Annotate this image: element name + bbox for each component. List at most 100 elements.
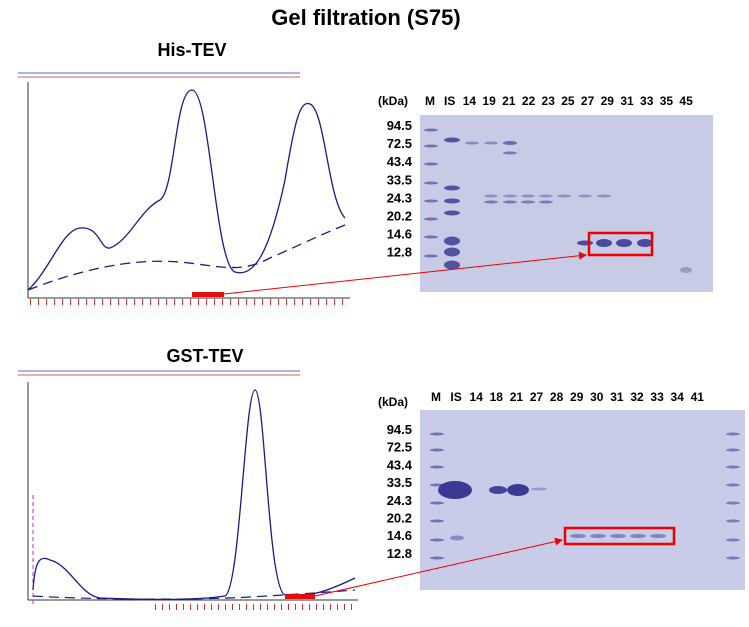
band: [680, 267, 692, 273]
band: [484, 194, 498, 198]
marker-label: 24.3: [387, 190, 412, 205]
chromatogram: [18, 370, 358, 610]
marker-label: 72.5: [387, 440, 412, 455]
marker-label: 20.2: [387, 511, 412, 526]
lane-label: 34: [671, 390, 685, 404]
band: [578, 194, 592, 198]
marker-label: 24.3: [387, 493, 412, 508]
lane-label: 25: [561, 94, 575, 108]
band: [521, 200, 535, 204]
band: [539, 200, 553, 204]
marker-label: 94.5: [387, 422, 412, 437]
band: [726, 483, 740, 487]
lane-label: IS: [450, 390, 461, 404]
band: [521, 194, 535, 198]
band: [424, 162, 438, 166]
band: [484, 141, 498, 145]
lane-label: IS: [444, 94, 455, 108]
band: [503, 141, 517, 145]
band: [726, 465, 740, 469]
band: [597, 194, 611, 198]
lane-label: 27: [530, 390, 544, 404]
lane-label: 29: [570, 390, 584, 404]
gel-bands: [424, 128, 740, 560]
lane-label: 31: [620, 94, 634, 108]
band: [489, 486, 507, 494]
lane-label: 31: [610, 390, 624, 404]
highlight-box: [563, 526, 676, 546]
unit-label: (kDa): [378, 94, 408, 108]
band: [444, 260, 460, 270]
marker-label: 94.5: [387, 118, 412, 133]
band: [577, 240, 593, 246]
band: [444, 137, 460, 143]
marker-label: 43.4: [387, 154, 413, 169]
band: [610, 534, 626, 538]
lane-label: 33: [640, 94, 654, 108]
lane-label: 32: [630, 390, 644, 404]
band: [726, 519, 740, 523]
arrow: [314, 537, 563, 597]
band: [503, 151, 517, 155]
band: [444, 236, 460, 246]
lane-label: 14: [470, 390, 484, 404]
marker-label: 20.2: [387, 209, 412, 224]
chromatogram: [18, 72, 350, 305]
highlight-box: [587, 231, 654, 257]
band: [557, 194, 571, 198]
band: [503, 200, 517, 204]
band: [424, 217, 438, 221]
band: [726, 538, 740, 542]
lane-label: 30: [590, 390, 604, 404]
marker-label: 43.4: [387, 457, 413, 472]
band: [539, 194, 553, 198]
band: [484, 200, 498, 204]
band: [424, 181, 438, 185]
marker-label: 33.5: [387, 475, 412, 490]
band: [596, 239, 612, 247]
band: [424, 199, 438, 203]
band: [430, 501, 444, 505]
lane-label: 23: [542, 94, 556, 108]
figure-title: Gel filtration (S75): [271, 5, 460, 30]
band: [570, 534, 586, 538]
marker-label: 14.6: [387, 528, 412, 543]
band: [430, 556, 444, 560]
band: [465, 141, 479, 145]
lane-label: 14: [463, 94, 477, 108]
lane-label: 45: [679, 94, 693, 108]
band: [444, 210, 460, 216]
marker-label: 33.5: [387, 172, 412, 187]
lane-label: 21: [510, 390, 524, 404]
band: [424, 254, 438, 258]
band: [726, 501, 740, 505]
band: [424, 144, 438, 148]
band: [590, 534, 606, 538]
band: [637, 239, 653, 247]
panel-title: GST-TEV: [166, 346, 243, 366]
band: [438, 481, 472, 499]
marker-label: 12.8: [387, 245, 412, 260]
band: [726, 448, 740, 452]
lane-label: 27: [581, 94, 595, 108]
band: [430, 538, 444, 542]
band: [430, 519, 444, 523]
lane-label: M: [425, 94, 435, 108]
band: [430, 432, 444, 436]
band: [444, 198, 460, 204]
band: [726, 556, 740, 560]
band: [616, 239, 632, 247]
lane-label: 21: [502, 94, 516, 108]
lane-label: 41: [691, 390, 705, 404]
band: [424, 128, 438, 132]
band: [430, 448, 444, 452]
band: [430, 465, 444, 469]
lane-label: 35: [660, 94, 674, 108]
lane-label: 22: [522, 94, 536, 108]
arrow: [223, 251, 587, 295]
unit-label: (kDa): [378, 395, 408, 409]
lane-label: 28: [550, 390, 564, 404]
gel: [420, 410, 745, 590]
band: [630, 534, 646, 538]
